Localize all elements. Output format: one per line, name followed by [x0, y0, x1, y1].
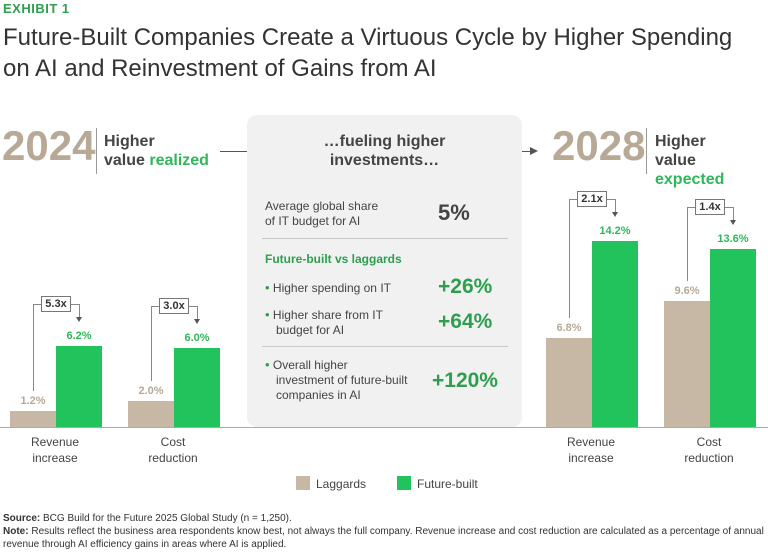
- avg-share-label: Average global share of IT budget for AI: [265, 199, 379, 228]
- bracket-line: [687, 206, 688, 282]
- list-item: • Higher share from IT budget for AI: [265, 307, 383, 337]
- investment-panel: [247, 115, 522, 427]
- note-line: Note: Results reflect the business area …: [3, 526, 764, 550]
- year-2028: 2028: [552, 122, 646, 169]
- bar-laggards: [664, 301, 710, 427]
- value-label-laggards: 9.6%: [674, 285, 700, 298]
- overall-investment-value: +120%: [432, 369, 498, 392]
- exhibit-label: EXHIBIT 1: [3, 1, 70, 16]
- spending-value: +26%: [438, 275, 493, 298]
- investment-heading: …fueling higher investments…: [323, 133, 446, 169]
- bar-laggards: [546, 337, 592, 427]
- budget-share-value: +64%: [438, 310, 493, 333]
- value-label-future-built: 6.0%: [184, 332, 210, 345]
- value-label-future-built: 6.2%: [66, 329, 92, 342]
- list-item: • Higher spending on IT: [265, 280, 391, 295]
- source-line: Source: BCG Build for the Future 2025 Gl…: [3, 513, 292, 524]
- left-header-line1: Higher: [104, 133, 155, 150]
- bracket-line: [733, 206, 734, 221]
- right-header-line2: value expected: [655, 152, 725, 188]
- arrow-down-icon: [730, 219, 736, 225]
- bar-future-built: [592, 241, 638, 427]
- bracket-line: [79, 303, 80, 318]
- legend-label-laggards: Laggards: [316, 477, 367, 491]
- list-item: • Overall higher investment of future-bu…: [265, 357, 408, 402]
- year-2024: 2024: [2, 122, 96, 169]
- multiplier-badge: 3.0x: [159, 298, 189, 315]
- divider: [262, 238, 508, 239]
- bar-laggards: [10, 411, 56, 427]
- bracket-line: [151, 306, 152, 381]
- value-label-laggards: 2.0%: [138, 384, 164, 397]
- value-label-laggards: 1.2%: [20, 395, 46, 408]
- comparison-subhead: Future-built vs laggards: [265, 252, 402, 266]
- bar-future-built: [710, 248, 756, 427]
- category-label-revenue-2024: Revenue increase: [30, 435, 80, 465]
- chart-title: Future-Built Companies Create a Virtuous…: [3, 24, 733, 82]
- multiplier-badge: 2.1x: [577, 191, 607, 207]
- divider: [262, 346, 508, 347]
- legend-swatch-laggards: [296, 476, 310, 490]
- multiplier-badge: 5.3x: [41, 295, 71, 312]
- bar-laggards: [128, 400, 174, 427]
- category-label-cost-2024: Cost reduction: [148, 435, 198, 465]
- bracket-line: [33, 303, 34, 392]
- bracket-line: [569, 199, 570, 318]
- legend-swatch-future-built: [397, 476, 411, 490]
- avg-share-value: 5%: [438, 200, 470, 225]
- value-label-future-built: 13.6%: [717, 232, 749, 245]
- left-header-line2: value realized: [104, 152, 209, 169]
- legend-label-future-built: Future-built: [417, 477, 478, 491]
- category-label-revenue-2028: Revenue increase: [566, 435, 616, 465]
- category-label-cost-2028: Cost reduction: [684, 435, 734, 465]
- bar-future-built: [174, 348, 220, 427]
- left-header-label: Higher value realized: [104, 132, 209, 170]
- arrow-down-icon: [194, 319, 200, 325]
- arrow-down-icon: [612, 212, 618, 217]
- right-header-label: Higher value expected: [655, 132, 768, 189]
- arrow-down-icon: [76, 316, 82, 322]
- chart-baseline: [0, 427, 768, 428]
- multiplier-badge: 1.4x: [695, 198, 725, 215]
- value-label-future-built: 14.2%: [599, 225, 631, 237]
- bar-future-built: [56, 345, 102, 427]
- right-header-line1: Higher: [655, 133, 706, 150]
- footnote: Source: BCG Build for the Future 2025 Gl…: [3, 512, 765, 551]
- arrow-right-icon: [530, 147, 538, 155]
- bracket-line: [615, 199, 616, 213]
- year-divider: [96, 128, 97, 174]
- year-divider: [646, 128, 647, 174]
- bracket-line: [197, 306, 198, 321]
- value-label-laggards: 6.8%: [556, 321, 582, 334]
